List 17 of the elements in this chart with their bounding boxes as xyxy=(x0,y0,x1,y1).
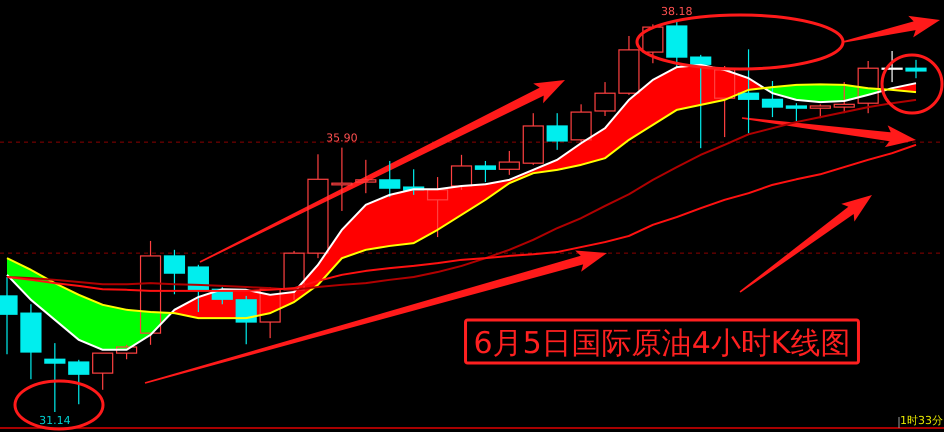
candlestick xyxy=(331,147,352,212)
annotation: 38.18 xyxy=(661,5,693,18)
candlestick xyxy=(858,60,879,114)
candlestick xyxy=(355,159,376,194)
candlestick xyxy=(426,176,448,238)
text: 6月5日国际原油4小时K线图 xyxy=(474,326,850,361)
candlestick xyxy=(140,240,162,346)
candlestick xyxy=(738,48,760,134)
text: 1时33分 xyxy=(900,414,943,427)
annotation: 35.90 xyxy=(326,132,358,145)
annotation: 31.14 xyxy=(39,414,71,427)
candlestick xyxy=(762,80,784,118)
candlestick xyxy=(881,50,903,83)
candlestick xyxy=(44,342,66,413)
candlestick xyxy=(236,295,257,345)
candlestick xyxy=(498,150,520,176)
candlestick xyxy=(546,112,568,150)
